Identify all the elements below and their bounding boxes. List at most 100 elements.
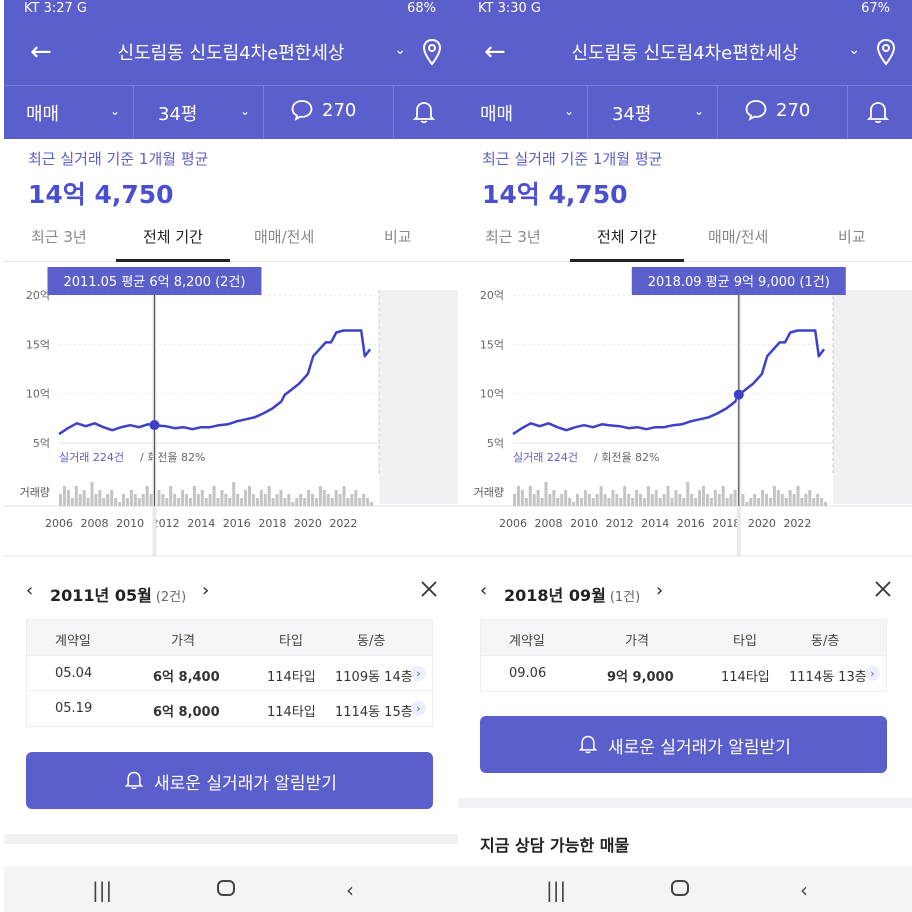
volume-bar [275,494,279,506]
chevron-left-icon[interactable]: ‹ [26,580,34,601]
size-value: 34평 [158,104,198,125]
volume-bar [326,494,330,506]
volume-bar [259,490,263,506]
turnover-label: / 회전율 82% [594,451,660,464]
price-alert-button[interactable]: 새로운 실거래가 알림받기 [480,716,887,773]
volume-bar [240,498,244,506]
size-select[interactable]: 34평 ⌄ [588,86,718,139]
volume-bar [177,498,181,506]
volume-bar [513,494,516,506]
volume-bar [370,502,374,506]
complex-title[interactable]: 신도림동 신도림4차e편한세상 [571,43,799,64]
volume-bar [560,494,564,506]
price-line [512,329,826,436]
home-icon[interactable] [216,878,236,903]
chevron-left-icon[interactable]: ‹ [480,580,488,601]
notification-button[interactable] [394,86,458,139]
table-row[interactable]: 09.06 9억 9,000 114타입 1114동 13층 › [481,656,886,691]
chevron-right-icon[interactable]: › [411,701,426,716]
chevron-right-icon[interactable]: › [656,580,664,601]
comments-button[interactable]: 270 [718,86,848,139]
volume-bar [232,482,236,506]
close-icon[interactable] [420,580,438,602]
screen-left: KT 3:27 G 68% ← 신도림동 신도림4차e편한세상 ⌄ 매매 ⌄ 3… [4,0,458,912]
volume-bar [279,490,283,506]
volume-bar [583,490,587,506]
back-arrow-icon[interactable]: ← [484,37,506,67]
complex-title[interactable]: 신도림동 신도림4차e편한세상 [117,43,345,64]
volume-bar [283,498,287,506]
x-tick-label: 2006 [499,517,527,530]
tab-recent-3y[interactable]: 최근 3년 [31,228,87,246]
turnover-label: / 회전율 82% [140,451,206,464]
volume-bar [713,490,717,506]
system-back-icon[interactable]: ‹ [800,878,808,902]
comments-button[interactable]: 270 [264,86,394,139]
recent-apps-icon[interactable]: ||| [92,878,113,902]
cursor-point [733,389,744,400]
chevron-right-icon[interactable]: › [411,666,426,681]
transaction-table: 계약일 가격 타입 동/층 09.06 9억 9,000 114타입 1114동… [480,619,887,692]
volume-bar [820,498,824,506]
location-pin-icon[interactable] [876,38,896,70]
location-pin-icon[interactable] [422,38,442,70]
volume-bar [599,486,603,506]
chevron-down-icon: ⌄ [694,104,705,118]
volume-bar [780,494,784,506]
volume-bar [615,494,619,506]
tab-compare[interactable]: 비교 [838,228,866,246]
back-arrow-icon[interactable]: ← [30,37,52,67]
trade-type-select[interactable]: 매매 ⌄ [4,86,134,139]
recent-apps-icon[interactable]: ||| [546,878,567,902]
volume-bar [129,490,133,506]
x-tick-label: 2014 [641,517,669,530]
tab-recent-3y[interactable]: 최근 3년 [485,228,541,246]
row-date: 05.19 [55,701,93,716]
x-tick-label: 2010 [116,517,144,530]
x-tick-label: 2020 [294,517,322,530]
row-price: 6억 8,400 [153,670,220,685]
chevron-down-icon[interactable]: ⌄ [848,42,860,58]
trade-count-label: 실거래 224건 [59,451,124,464]
chevron-down-icon[interactable]: ⌄ [394,42,406,58]
volume-bar [725,498,729,506]
y-tick-label: 5억 [33,437,50,450]
tab-all-period[interactable]: 전체 기간 [597,228,657,246]
tab-all-period[interactable]: 전체 기간 [143,228,203,246]
volume-bar [745,502,749,506]
volume-bar [552,490,556,506]
tab-sale-jeonse[interactable]: 매매/전세 [708,228,769,246]
table-row[interactable]: 05.04 6억 8,400 114타입 1109동 14층 › [27,656,432,691]
chevron-right-icon[interactable]: › [865,666,880,681]
tooltip-text: 2011.05 평균 6억 8,200 (2건) [63,275,245,290]
volume-bar [540,498,544,506]
home-icon[interactable] [670,878,690,903]
summary-label: 최근 실거래 기준 1개월 평균 [482,150,663,168]
chevron-right-icon[interactable]: › [202,580,210,601]
cursor-point [149,420,160,431]
col-type: 타입 [279,634,303,649]
tab-sale-jeonse[interactable]: 매매/전세 [254,228,315,246]
volume-bar [362,494,366,506]
volume-bar [251,494,255,506]
col-price: 가격 [625,634,649,649]
chevron-down-icon: ⌄ [110,104,121,118]
system-back-icon[interactable]: ‹ [346,878,354,902]
row-price: 6억 8,000 [153,705,220,720]
tab-compare[interactable]: 비교 [384,228,412,246]
notification-button[interactable] [848,86,912,139]
x-tick-label: 2018 [712,517,740,530]
table-row[interactable]: 05.19 6억 8,000 114타입 1114동 15층 › [27,691,432,726]
volume-bar [192,486,196,506]
trade-type-select[interactable]: 매매 ⌄ [458,86,588,139]
price-alert-button[interactable]: 새로운 실거래가 알림받기 [26,752,433,809]
volume-bar [816,494,820,506]
x-tick-label: 2008 [81,517,109,530]
x-tick-label: 2010 [570,517,598,530]
volume-bar [200,490,204,506]
close-icon[interactable] [874,580,892,602]
size-select[interactable]: 34평 ⌄ [134,86,264,139]
volume-bar [157,490,161,506]
